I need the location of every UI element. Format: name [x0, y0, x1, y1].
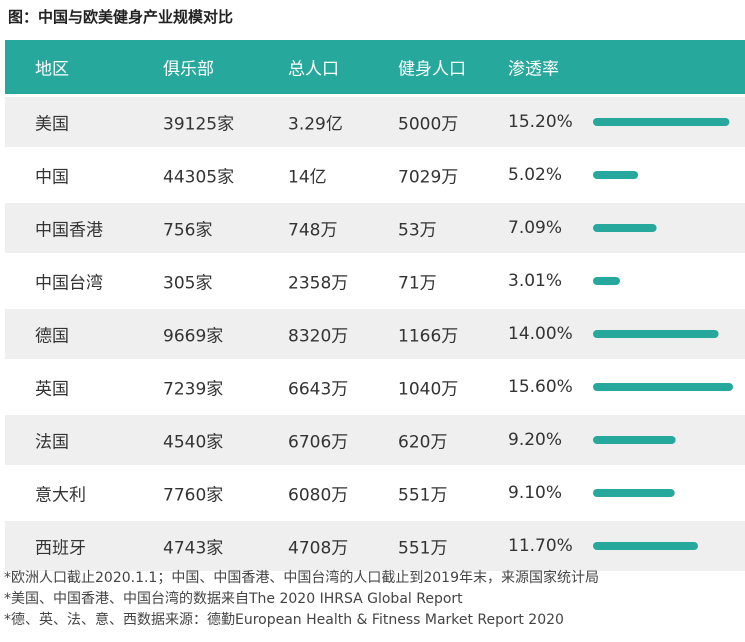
population-cell: 4708万 — [288, 538, 349, 559]
table-row: 美国 39125家 3.29亿 5000万 15.20% — [5, 97, 745, 147]
clubs-cell: 39125家 — [163, 114, 235, 135]
table-row: 意大利 7760家 6080万 551万 9.10% — [5, 468, 745, 518]
penetration-cell: 9.20% — [508, 430, 563, 450]
population-cell: 3.29亿 — [288, 114, 343, 135]
penetration-bar-track — [593, 330, 719, 338]
region-cell: 中国台湾 — [35, 273, 103, 294]
penetration-bar-track — [593, 171, 639, 179]
population-cell: 6706万 — [288, 432, 349, 453]
table-header: 地区 俱乐部 总人口 健身人口 渗透率 — [5, 40, 745, 94]
fitness-population-cell: 551万 — [398, 485, 448, 506]
penetration-bar-track — [593, 383, 733, 391]
clubs-cell: 4743家 — [163, 538, 224, 559]
penetration-cell: 15.60% — [508, 377, 573, 397]
clubs-cell: 4540家 — [163, 432, 224, 453]
penetration-bar — [593, 542, 698, 550]
table-row: 德国 9669家 8320万 1166万 14.00% — [5, 309, 745, 359]
penetration-bar — [593, 171, 639, 179]
fitness-population-cell: 1166万 — [398, 326, 459, 347]
fitness-population-cell: 71万 — [398, 273, 437, 294]
clubs-cell: 305家 — [163, 273, 213, 294]
penetration-bar-track — [593, 542, 698, 550]
clubs-cell: 44305家 — [163, 167, 235, 188]
header-clubs: 俱乐部 — [163, 59, 214, 80]
penetration-bar — [593, 277, 620, 285]
clubs-cell: 756家 — [163, 220, 213, 241]
table-row: 英国 7239家 6643万 1040万 15.60% — [5, 362, 745, 412]
footnotes: *欧洲人口截止2020.1.1；中国、中国香港、中国台湾的人口截止到2019年末… — [4, 568, 599, 631]
penetration-bar-track — [593, 118, 730, 126]
penetration-cell: 11.70% — [508, 536, 573, 556]
penetration-cell: 3.01% — [508, 271, 563, 291]
population-cell: 8320万 — [288, 326, 349, 347]
region-cell: 法国 — [35, 432, 69, 453]
penetration-bar — [593, 383, 733, 391]
fitness-population-cell: 620万 — [398, 432, 448, 453]
population-cell: 748万 — [288, 220, 338, 241]
population-cell: 6643万 — [288, 379, 349, 400]
region-cell: 中国香港 — [35, 220, 103, 241]
population-cell: 2358万 — [288, 273, 349, 294]
region-cell: 西班牙 — [35, 538, 86, 559]
footnote: *美国、中国香港、中国台湾的数据来自The 2020 IHRSA Global … — [4, 591, 463, 607]
population-cell: 14亿 — [288, 167, 327, 188]
comparison-table: 地区 俱乐部 总人口 健身人口 渗透率 美国 39125家 3.29亿 5000万 15… — [5, 40, 745, 571]
footnote: *德、英、法、意、西数据来源：德勤European Health & Fitne… — [4, 612, 564, 628]
penetration-cell: 15.20% — [508, 112, 573, 132]
header-population: 总人口 — [288, 59, 339, 80]
chart-title: 图：中国与欧美健身产业规模对比 — [8, 8, 234, 26]
penetration-cell: 7.09% — [508, 218, 563, 238]
penetration-cell: 5.02% — [508, 165, 563, 185]
penetration-bar — [593, 330, 719, 338]
penetration-bar — [593, 436, 676, 444]
region-cell: 英国 — [35, 379, 69, 400]
table-body: 美国 39125家 3.29亿 5000万 15.20% 中国 44305家 14亿 7029万… — [5, 97, 745, 571]
clubs-cell: 7760家 — [163, 485, 224, 506]
clubs-cell: 7239家 — [163, 379, 224, 400]
region-cell: 美国 — [35, 114, 69, 135]
penetration-bar-track — [593, 436, 676, 444]
fitness-population-cell: 1040万 — [398, 379, 459, 400]
region-cell: 德国 — [35, 326, 69, 347]
footnote: *欧洲人口截止2020.1.1；中国、中国香港、中国台湾的人口截止到2019年末… — [4, 570, 599, 586]
region-cell: 中国 — [35, 167, 69, 188]
table-row: 法国 4540家 6706万 620万 9.20% — [5, 415, 745, 465]
penetration-bar — [593, 118, 730, 126]
table-row: 中国香港 756家 748万 53万 7.09% — [5, 203, 745, 253]
penetration-cell: 9.10% — [508, 483, 563, 503]
table-row: 中国台湾 305家 2358万 71万 3.01% — [5, 256, 745, 306]
penetration-cell: 14.00% — [508, 324, 573, 344]
table-row: 西班牙 4743家 4708万 551万 11.70% — [5, 521, 745, 571]
table-row: 中国 44305家 14亿 7029万 5.02% — [5, 150, 745, 200]
fitness-population-cell: 5000万 — [398, 114, 459, 135]
region-cell: 意大利 — [35, 485, 86, 506]
fitness-population-cell: 53万 — [398, 220, 437, 241]
header-region: 地区 — [35, 59, 69, 80]
header-fitness-population: 健身人口 — [398, 59, 466, 80]
penetration-bar — [593, 224, 657, 232]
fitness-population-cell: 551万 — [398, 538, 448, 559]
penetration-bar-track — [593, 224, 657, 232]
header-penetration: 渗透率 — [508, 59, 559, 80]
fitness-population-cell: 7029万 — [398, 167, 459, 188]
penetration-bar-track — [593, 277, 620, 285]
penetration-bar — [593, 489, 675, 497]
penetration-bar-track — [593, 489, 675, 497]
population-cell: 6080万 — [288, 485, 349, 506]
clubs-cell: 9669家 — [163, 326, 224, 347]
